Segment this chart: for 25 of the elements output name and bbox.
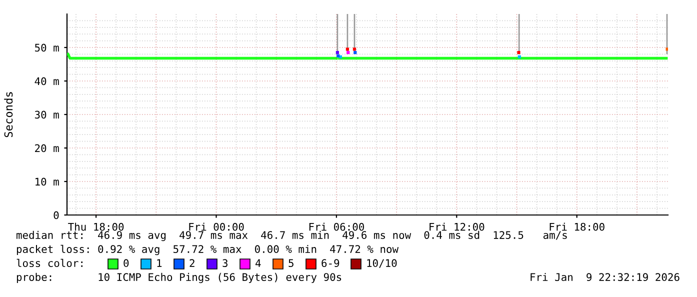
y-tick-label: 50 m — [35, 44, 59, 52]
legend-title: loss color: — [16, 258, 82, 268]
y-tick-label: 40 m — [34, 77, 59, 86]
y-tick-label: 10 m — [36, 178, 59, 186]
y-tick-label: 30 m — [34, 110, 59, 119]
legend-label: 2 — [190, 259, 194, 267]
x-tick-label: Fri 18:00 — [550, 222, 604, 231]
text: Fri Jan 9 22:32:19 2026 — [530, 272, 680, 282]
y-axis-title: Seconds — [4, 92, 13, 138]
x-tick-label: Fri 00:00 — [189, 222, 244, 231]
y-tick-label: 0 — [54, 211, 59, 220]
y-tick-label: 20 m — [35, 144, 59, 152]
legend-label: 6-9 — [322, 259, 340, 268]
text: median rtt: 46.9 ms avg 49.7 ms max 46.7 ms min 49.6 ms now 0.4 ms sd 125.5 am/s — [16, 230, 567, 242]
legend-label: 1 — [157, 259, 162, 267]
text: probe: 10 ICMP Echo Pings (56 Bytes) every 90s — [16, 272, 342, 284]
x-tick-label: Fri 06:00 — [309, 222, 364, 231]
x-tick-label: Fri 12:00 — [430, 222, 484, 231]
legend-label: 0 — [124, 259, 129, 268]
legend-label: 4 — [256, 259, 261, 267]
legend-label: 5 — [288, 259, 294, 268]
legend-label: 10/10 — [367, 259, 397, 268]
x-tick-label: Thu 18:00 — [68, 222, 124, 231]
legend-label: 3 — [222, 259, 228, 268]
text: packet loss: 0.92 % avg 57.72 % max 0.00 % min 47.72 % now — [16, 244, 399, 256]
